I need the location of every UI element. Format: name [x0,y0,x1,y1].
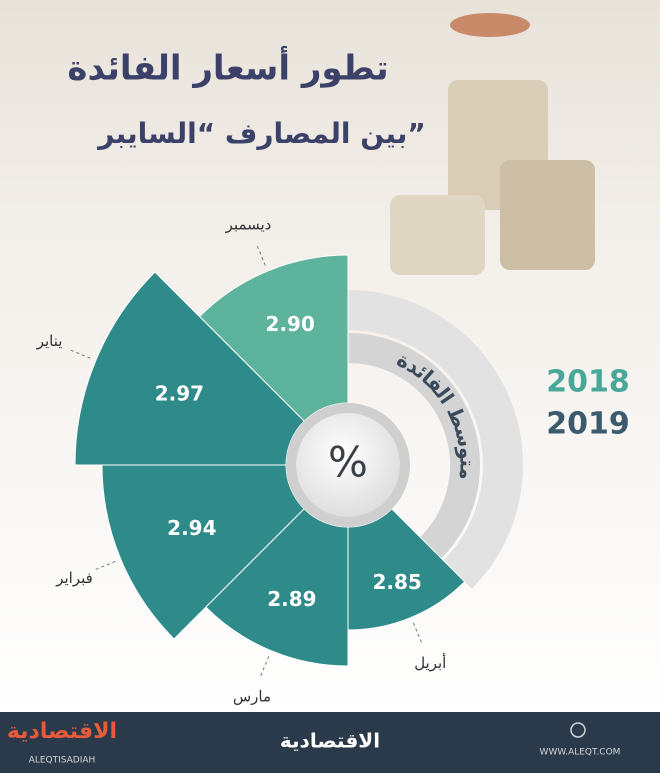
category-label: ديسمبر [225,215,272,233]
ring [347,290,523,589]
leader-line [94,560,116,571]
value-label: 2.90 [266,312,315,336]
leader-line [256,244,266,266]
leader-line [69,349,91,359]
leader-line [412,622,423,644]
footer-icon [570,722,586,738]
legend-label: 2019 [546,407,630,442]
category-label: يناير [36,332,63,350]
category-label: أبريل [414,653,446,672]
value-label: 2.97 [155,382,204,406]
footer-bar [0,712,660,773]
value-label: 2.85 [372,570,421,594]
ring [347,333,480,567]
leader-line [259,656,270,677]
footer-brand: الاقتصادية [280,729,380,753]
footer-latin: ALEQTISADIAH [29,756,96,766]
footer-website: WWW.ALEQT.COM [540,748,621,758]
category-label: مارس [233,687,271,705]
subtitle: بين المصارف “السايبر” [96,117,426,150]
center-circle [296,413,400,517]
value-label: 2.89 [267,587,316,611]
footer-logo: الاقتصادية [7,719,117,744]
title: تطور أسعار الفائدة [67,46,388,89]
sector [74,271,305,466]
category-label: فبراير [55,569,93,587]
chart: متوسط الفائدة2.90ديسمبر2.97يناير2.94فبرا… [36,215,630,705]
value-label: 2.94 [167,516,216,540]
legend-label: 2018 [546,365,630,400]
center-label: % [328,438,368,487]
coins [390,13,595,275]
